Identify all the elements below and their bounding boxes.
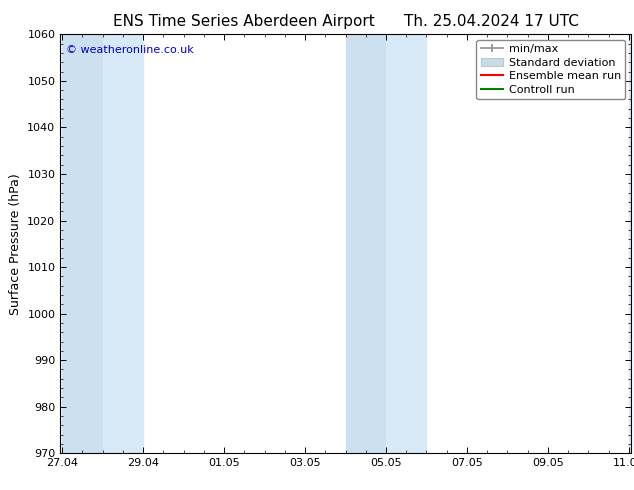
- Title: ENS Time Series Aberdeen Airport      Th. 25.04.2024 17 UTC: ENS Time Series Aberdeen Airport Th. 25.…: [113, 14, 578, 29]
- Bar: [346, 34, 386, 453]
- Text: © weatheronline.co.uk: © weatheronline.co.uk: [66, 45, 193, 55]
- Legend: min/max, Standard deviation, Ensemble mean run, Controll run: min/max, Standard deviation, Ensemble me…: [476, 40, 625, 99]
- Bar: [629, 34, 634, 453]
- Y-axis label: Surface Pressure (hPa): Surface Pressure (hPa): [9, 173, 22, 315]
- Bar: [62, 34, 103, 453]
- Bar: [103, 34, 143, 453]
- Bar: [386, 34, 427, 453]
